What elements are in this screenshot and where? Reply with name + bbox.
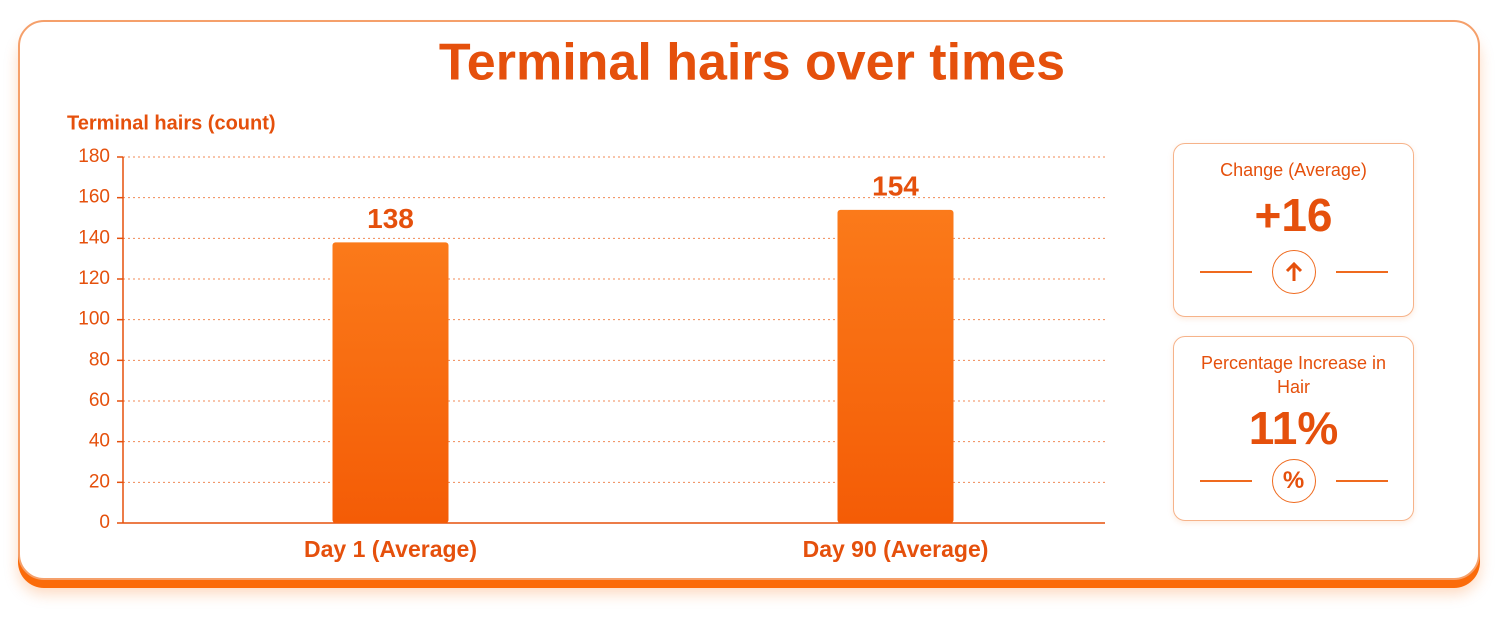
y-tick-label: 140 bbox=[78, 227, 110, 248]
bar bbox=[837, 209, 954, 523]
percent-card: Percentage Increase in Hair 11% % bbox=[1173, 336, 1414, 521]
y-tick-label: 100 bbox=[78, 309, 110, 330]
percent-icon: % bbox=[1271, 459, 1316, 503]
y-axis-label: Terminal hairs (count) bbox=[67, 112, 276, 134]
y-tick-label: 120 bbox=[78, 268, 110, 289]
y-tick-label: 160 bbox=[78, 187, 110, 208]
card-icon-row: % bbox=[1174, 459, 1413, 503]
y-tick-label: 20 bbox=[89, 471, 110, 492]
y-tick-label: 60 bbox=[89, 390, 110, 411]
x-tick-label: Day 90 (Average) bbox=[803, 536, 989, 562]
change-card: Change (Average) +16 bbox=[1173, 143, 1414, 317]
y-tick-label: 180 bbox=[78, 146, 110, 167]
y-tick-label: 40 bbox=[89, 431, 110, 452]
card-value: +16 bbox=[1254, 189, 1333, 241]
y-tick-label: 80 bbox=[89, 349, 110, 370]
card-title: Percentage Increase in Hair bbox=[1200, 353, 1387, 397]
value-label: 138 bbox=[367, 203, 414, 234]
x-tick-label: Day 1 (Average) bbox=[304, 536, 477, 562]
bar bbox=[332, 242, 449, 523]
arrow bbox=[1285, 261, 1302, 281]
y-tick-label: 0 bbox=[99, 512, 110, 533]
chart-title: Terminal hairs over times bbox=[439, 34, 1065, 92]
card-icon-row bbox=[1174, 250, 1413, 294]
card-value: 11% bbox=[1248, 402, 1339, 454]
value-label: 154 bbox=[872, 170, 919, 201]
card-title: Change (Average) bbox=[1220, 160, 1367, 180]
arrow-icon bbox=[1271, 250, 1316, 294]
